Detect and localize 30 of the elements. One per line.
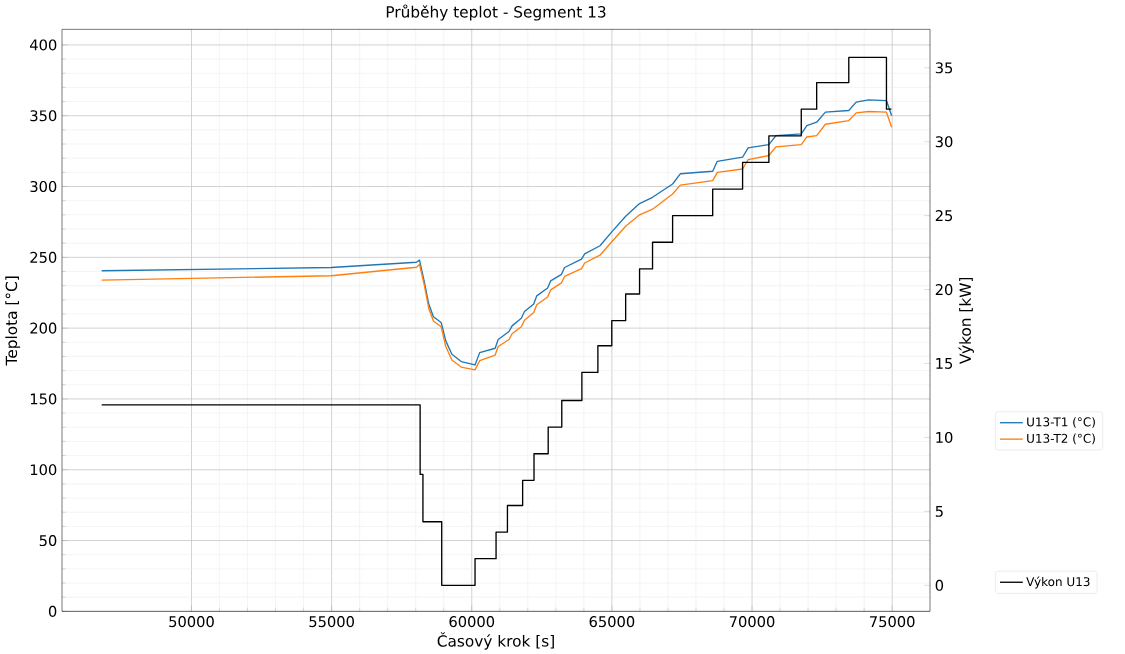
x-axis-title: Časový krok [s] — [437, 632, 554, 650]
y-tick-label: 400 — [30, 39, 57, 51]
legend-label: Výkon U13 — [1026, 576, 1090, 589]
y2-tick-label: 25 — [935, 210, 953, 222]
chart-title: Průběhy teplot - Segment 13 — [386, 4, 606, 21]
y-tick-label: 200 — [30, 322, 57, 334]
legend-label: U13-T1 (°C) — [1027, 417, 1095, 428]
y2-tick-label: 10 — [936, 431, 953, 443]
y-tick-label: 350 — [30, 110, 57, 122]
x-tick-label: 70000 — [729, 615, 775, 628]
y2-tick-label: 35 — [935, 62, 953, 74]
x-tick-label: 65000 — [589, 615, 635, 628]
y-tick-label: 100 — [30, 464, 57, 476]
y2-tick-label: 0 — [935, 579, 944, 591]
y-tick-label: 250 — [30, 251, 57, 263]
y2-axis-title: Výkon [kW] — [958, 277, 974, 364]
y2-tick-label: 15 — [936, 358, 953, 369]
legend-label: U13-T2 (°C) — [1027, 433, 1095, 445]
y-tick-label: 0 — [48, 605, 57, 617]
y2-tick-label: 30 — [935, 136, 953, 148]
y-axis-title: Teplota [°C] — [5, 276, 21, 366]
y-tick-label: 50 — [39, 534, 57, 547]
x-tick-label: 55000 — [309, 615, 354, 628]
x-tick-label: 60000 — [449, 615, 495, 628]
y2-tick-label: 20 — [935, 283, 953, 296]
y-tick-label: 300 — [30, 180, 57, 192]
x-tick-label: 75000 — [870, 615, 915, 628]
x-tick-label: 50000 — [169, 615, 214, 628]
y-tick-label: 150 — [30, 393, 57, 405]
y2-tick-label: 5 — [935, 505, 943, 517]
